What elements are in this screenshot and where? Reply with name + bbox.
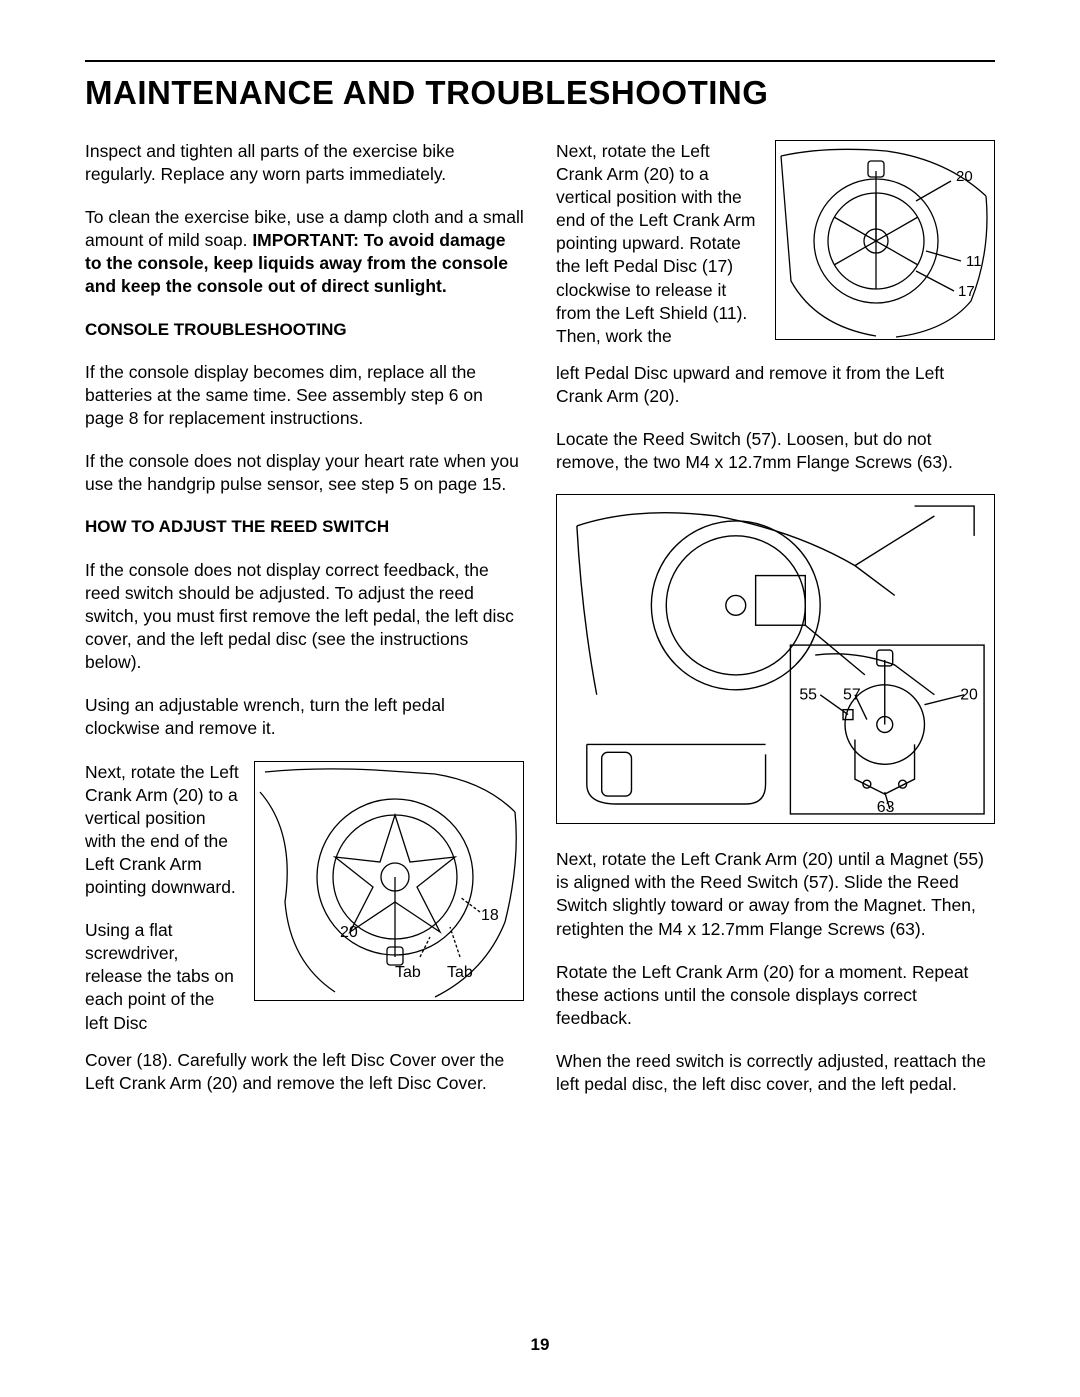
fig2-label-17: 17 — [958, 283, 975, 300]
fig3-label-55: 55 — [799, 687, 817, 704]
para-reed-intro: If the console does not display correct … — [85, 559, 524, 674]
fig1-label-18: 18 — [481, 907, 499, 924]
fig2-label-20: 20 — [956, 168, 973, 185]
para-screwdriver-partial: Using a flat screwdriver, release the ta… — [85, 919, 240, 1034]
right-column: Next, rotate the Left Crank Arm (20) to … — [556, 140, 995, 1116]
para-align-magnet: Next, rotate the Left Crank Arm (20) unt… — [556, 848, 995, 940]
fig1-label-tab2: Tab — [447, 964, 473, 981]
fig3-label-57: 57 — [843, 687, 861, 704]
para-repeat: Rotate the Left Crank Arm (20) for a mom… — [556, 961, 995, 1030]
fig3-label-20: 20 — [960, 687, 978, 704]
heading-reed-switch: HOW TO ADJUST THE REED SWITCH — [85, 516, 524, 538]
figure-2-row: Next, rotate the Left Crank Arm (20) to … — [556, 140, 995, 348]
figure-2-pedal-disc: 20 11 17 — [775, 140, 995, 340]
para-rotate-down: Next, rotate the Left Crank Arm (20) to … — [85, 761, 240, 900]
figure-1-row: Next, rotate the Left Crank Arm (20) to … — [85, 761, 524, 1035]
fig3-label-63: 63 — [877, 799, 895, 816]
para-inspect: Inspect and tighten all parts of the exe… — [85, 140, 524, 186]
figure-3-reed-switch: 55 57 20 63 — [556, 494, 995, 824]
para-rotate-up-rest: left Pedal Disc upward and remove it fro… — [556, 362, 995, 408]
para-heartrate: If the console does not display your hea… — [85, 450, 524, 496]
fig1-label-20: 20 — [340, 924, 358, 941]
left-column: Inspect and tighten all parts of the exe… — [85, 140, 524, 1116]
heading-console-troubleshooting: CONSOLE TROUBLESHOOTING — [85, 319, 524, 341]
two-column-layout: Inspect and tighten all parts of the exe… — [85, 140, 995, 1116]
para-locate-reed: Locate the Reed Switch (57). Loosen, but… — [556, 428, 995, 474]
para-screwdriver-rest: Cover (18). Carefully work the left Disc… — [85, 1049, 524, 1095]
page-number: 19 — [0, 1335, 1080, 1355]
para-reattach: When the reed switch is correctly adjust… — [556, 1050, 995, 1096]
figure-1-sidetext: Next, rotate the Left Crank Arm (20) to … — [85, 761, 240, 1035]
figure-1-disc-cover: 20 18 Tab Tab — [254, 761, 524, 1001]
para-wrench: Using an adjustable wrench, turn the lef… — [85, 694, 524, 740]
para-batteries: If the console display becomes dim, repl… — [85, 361, 524, 430]
page-title: MAINTENANCE AND TROUBLESHOOTING — [85, 74, 995, 112]
para-clean: To clean the exercise bike, use a damp c… — [85, 206, 524, 298]
top-rule — [85, 60, 995, 62]
fig1-label-tab1: Tab — [395, 964, 421, 981]
fig2-label-11: 11 — [966, 253, 982, 270]
figure-2-sidetext: Next, rotate the Left Crank Arm (20) to … — [556, 140, 761, 348]
para-rotate-up-partial: Next, rotate the Left Crank Arm (20) to … — [556, 140, 761, 348]
